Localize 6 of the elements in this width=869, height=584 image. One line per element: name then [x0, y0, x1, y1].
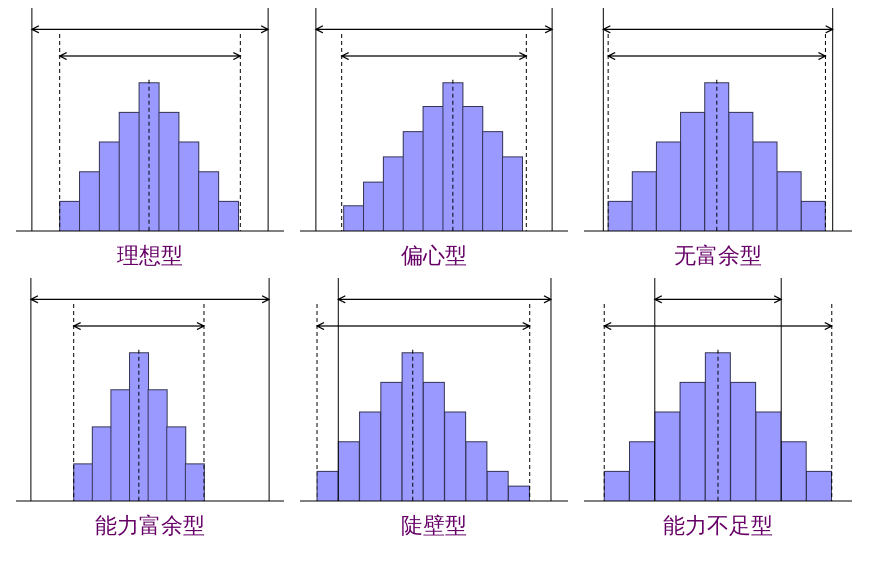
text: 偏心型 [400, 243, 468, 271]
text: 能力不足型 [662, 513, 774, 541]
text: 能力富余型 [94, 513, 206, 541]
text: 无富余型 [673, 243, 763, 271]
text: 陡壁型 [400, 513, 468, 541]
text: 理想型 [116, 243, 184, 271]
